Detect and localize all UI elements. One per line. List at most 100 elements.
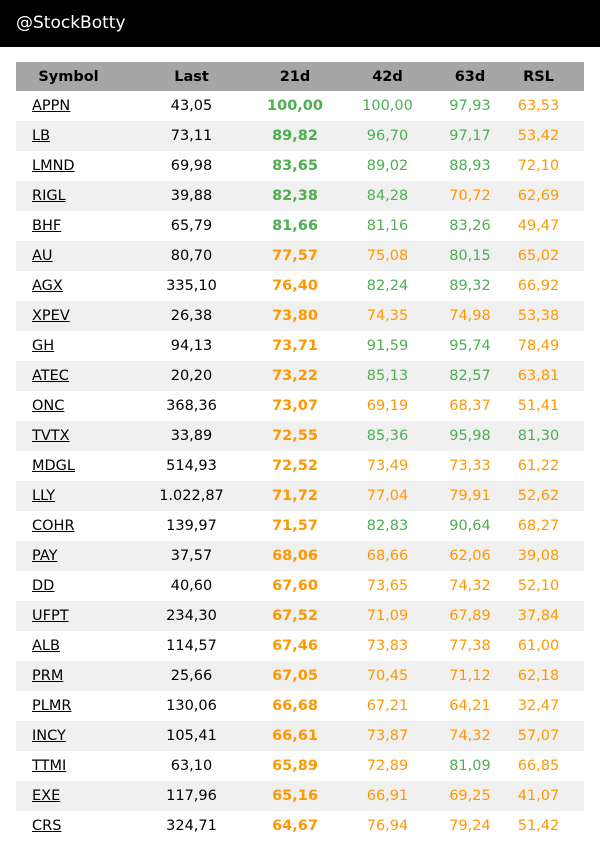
table-row: RIGL 39,88 82,38 84,28 70,72 62,69: [16, 181, 584, 211]
table-row: TVTX 33,89 72,55 85,36 95,98 81,30: [16, 421, 584, 451]
symbol-link[interactable]: LMND: [32, 158, 75, 174]
last-price-cell: 514,93: [166, 458, 217, 474]
42d-cell: 76,94: [366, 818, 409, 834]
63d-cell: 69,25: [449, 788, 491, 804]
42d-cell: 85,36: [366, 428, 409, 444]
table-row: AU 80,70 77,57 75,08 80,15 65,02: [16, 241, 584, 271]
21d-cell: 64,67: [272, 818, 318, 834]
63d-cell: 74,98: [449, 308, 491, 324]
last-price-cell: 80,70: [170, 248, 213, 264]
table-row: GH 94,13 73,71 91,59 95,74 78,49: [16, 331, 584, 361]
63d-cell: 71,12: [449, 668, 491, 684]
symbol-link[interactable]: AGX: [32, 278, 63, 294]
symbol-link[interactable]: ALB: [32, 638, 60, 654]
63d-cell: 95,98: [449, 428, 491, 444]
symbol-link[interactable]: TVTX: [32, 428, 70, 444]
42d-cell: 72,89: [366, 758, 409, 774]
symbol-link[interactable]: AU: [32, 248, 53, 264]
63d-cell: 67,89: [449, 608, 491, 624]
42d-cell: 81,16: [366, 218, 409, 234]
ranking-table: Symbol Last 21d 42d 63d RSL APPN 43,05 100…: [16, 62, 584, 841]
table-row: ONC 368,36 73,07 69,19 68,37 51,41: [16, 391, 584, 421]
63d-cell: 83,26: [449, 218, 491, 234]
symbol-link[interactable]: LLY: [32, 488, 56, 504]
table-header-row: Symbol Last 21d 42d 63d RSL: [16, 62, 584, 91]
symbol-link[interactable]: APPN: [32, 98, 71, 114]
symbol-link[interactable]: PLMR: [32, 698, 72, 714]
table-row: APPN 43,05 100,00 100,00 97,93 63,53: [16, 91, 584, 121]
63d-cell: 64,21: [449, 698, 491, 714]
42d-cell: 73,65: [366, 578, 409, 594]
symbol-link[interactable]: EXE: [32, 788, 61, 804]
63d-cell: 79,91: [449, 488, 491, 504]
symbol-link[interactable]: ONC: [32, 398, 65, 414]
table-row: ATEC 20,20 73,22 85,13 82,57 63,81: [16, 361, 584, 391]
table-row: MDGL 514,93 72,52 73,49 73,33 61,22: [16, 451, 584, 481]
last-price-cell: 69,98: [170, 158, 213, 174]
21d-cell: 67,60: [272, 578, 318, 594]
last-price-cell: 1.022,87: [159, 488, 224, 504]
symbol-cell: MDGL: [16, 451, 121, 481]
symbol-cell: EXE: [16, 781, 121, 811]
app-header: @StockBotty: [0, 0, 600, 47]
rsl-cell: 61,22: [517, 458, 560, 474]
symbol-link[interactable]: UFPT: [32, 608, 69, 624]
symbol-cell: RIGL: [16, 181, 121, 211]
42d-cell: 74,35: [366, 308, 409, 324]
symbol-link[interactable]: MDGL: [32, 458, 75, 474]
63d-cell: 79,24: [449, 818, 491, 834]
42d-cell: 68,66: [366, 548, 409, 564]
21d-cell: 82,38: [272, 188, 318, 204]
21d-cell: 83,65: [272, 158, 318, 174]
symbol-link[interactable]: LB: [32, 128, 51, 144]
last-price-cell: 25,66: [170, 668, 213, 684]
21d-cell: 66,61: [272, 728, 318, 744]
42d-cell: 96,70: [366, 128, 409, 144]
symbol-link[interactable]: PAY: [32, 548, 58, 564]
63d-cell: 95,74: [449, 338, 491, 354]
symbol-link[interactable]: XPEV: [32, 308, 70, 324]
symbol-cell: XPEV: [16, 301, 121, 331]
symbol-link[interactable]: BHF: [32, 218, 62, 234]
rsl-cell: 65,02: [517, 248, 560, 264]
last-price-cell: 37,57: [170, 548, 213, 564]
21d-cell: 73,22: [272, 368, 318, 384]
rsl-cell: 62,18: [517, 668, 560, 684]
21d-cell: 71,57: [272, 518, 318, 534]
rsl-cell: 53,38: [517, 308, 560, 324]
last-price-cell: 335,10: [166, 278, 217, 294]
symbol-cell: AU: [16, 241, 121, 271]
42d-cell: 91,59: [366, 338, 409, 354]
21d-cell: 71,72: [272, 488, 318, 504]
42d-cell: 85,13: [366, 368, 409, 384]
table-row: LLY 1.022,87 71,72 77,04 79,91 52,62: [16, 481, 584, 511]
42d-cell: 70,45: [366, 668, 409, 684]
symbol-link[interactable]: INCY: [32, 728, 66, 744]
rsl-cell: 66,85: [517, 758, 560, 774]
symbol-link[interactable]: RIGL: [32, 188, 66, 204]
rsl-cell: 68,27: [517, 518, 560, 534]
last-price-cell: 117,96: [166, 788, 217, 804]
symbol-link[interactable]: CRS: [32, 818, 62, 834]
symbol-cell: LLY: [16, 481, 121, 511]
63d-cell: 88,93: [449, 158, 491, 174]
last-price-cell: 20,20: [170, 368, 213, 384]
symbol-link[interactable]: DD: [32, 578, 55, 594]
table-row: COHR 139,97 71,57 82,83 90,64 68,27: [16, 511, 584, 541]
42d-cell: 73,87: [366, 728, 409, 744]
rsl-cell: 61,00: [517, 638, 560, 654]
42d-cell: 71,09: [366, 608, 409, 624]
symbol-link[interactable]: COHR: [32, 518, 75, 534]
rsl-cell: 62,69: [517, 188, 560, 204]
symbol-link[interactable]: TTMI: [32, 758, 67, 774]
42d-cell: 69,19: [366, 398, 409, 414]
symbol-link[interactable]: PRM: [32, 668, 64, 684]
rsl-cell: 66,92: [517, 278, 560, 294]
63d-cell: 90,64: [449, 518, 491, 534]
rsl-cell: 32,47: [517, 698, 560, 714]
table-row: PLMR 130,06 66,68 67,21 64,21 32,47: [16, 691, 584, 721]
symbol-link[interactable]: ATEC: [32, 368, 69, 384]
21d-cell: 73,71: [272, 338, 318, 354]
63d-cell: 77,38: [449, 638, 491, 654]
symbol-link[interactable]: GH: [32, 338, 55, 354]
